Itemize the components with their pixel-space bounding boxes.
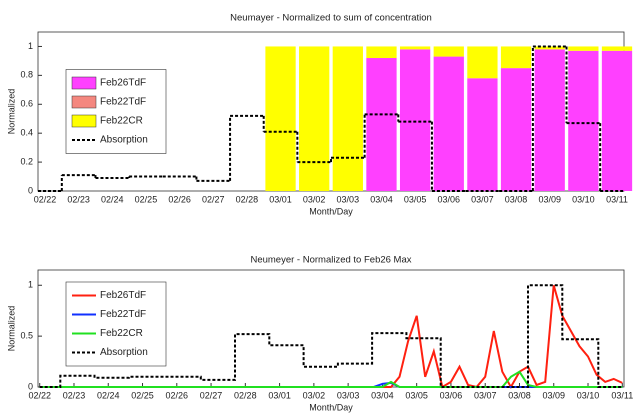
x-tick-label: 02/23 [63, 390, 86, 400]
x-tick-label: 02/26 [166, 390, 189, 400]
x-tick-label: 03/01 [269, 194, 292, 204]
x-tick-label: 03/11 [611, 390, 633, 400]
x-tick-label: 03/07 [474, 390, 497, 400]
bar-segment [332, 46, 363, 191]
x-tick-label: 03/10 [572, 194, 595, 204]
y-tick-label: 0 [28, 381, 33, 391]
bar-segment [399, 49, 431, 191]
x-tick-label: 03/06 [437, 194, 460, 204]
x-tick-label: 03/06 [440, 390, 463, 400]
x-tick-label: 03/05 [405, 390, 428, 400]
bar-segment [500, 46, 532, 69]
x-tick-label: 02/24 [101, 194, 124, 204]
x-tick-label: 02/24 [97, 390, 120, 400]
chart-title: Neumayer - Normalized to sum of concentr… [230, 13, 432, 24]
y-axis-label: Normalized [6, 89, 16, 135]
legend-label: Feb26TdF [100, 78, 146, 89]
data-line [39, 284, 623, 388]
legend-label: Feb22TdF [100, 309, 146, 320]
x-tick-label: 03/05 [404, 194, 427, 204]
x-tick-label: 02/26 [168, 194, 191, 204]
bar-segment [534, 46, 565, 50]
x-tick-label: 03/04 [370, 194, 393, 204]
x-tick-label: 03/09 [538, 194, 561, 204]
x-tick-label: 03/02 [303, 390, 326, 400]
y-tick-label: 1 [28, 280, 33, 290]
x-tick-label: 02/23 [67, 194, 90, 204]
y-tick-label: 0.2 [20, 156, 33, 166]
x-tick-label: 02/28 [234, 390, 257, 400]
x-tick-label: 03/11 [606, 194, 628, 204]
bar-segment [601, 46, 633, 51]
y-tick-label: 0.6 [20, 99, 33, 109]
x-tick-label: 02/25 [131, 390, 154, 400]
bar-segment [534, 49, 565, 191]
bar-segment [467, 78, 498, 191]
legend-label: Absorption [100, 347, 148, 358]
legend-label: Feb22CR [100, 116, 143, 127]
x-tick-label: 03/08 [508, 390, 531, 400]
bar-segment [265, 46, 296, 191]
chart-title: Neumeyer - Normalized to Feb26 Max [250, 255, 411, 266]
x-tick-label: 02/22 [28, 390, 51, 400]
x-tick-label: 03/09 [542, 390, 565, 400]
x-tick-label: 03/07 [471, 194, 494, 204]
legend-swatch [71, 76, 97, 90]
bar-segment [433, 46, 464, 57]
bar-segment [568, 50, 599, 191]
y-tick-label: 1 [28, 41, 33, 51]
bar-segment [433, 56, 464, 192]
x-tick-label: 03/10 [577, 390, 600, 400]
y-axis-label: Normalized [6, 306, 16, 352]
x-tick-label: 03/04 [371, 390, 394, 400]
x-tick-label: 03/08 [505, 194, 528, 204]
x-tick-label: 03/03 [337, 194, 360, 204]
x-tick-label: 02/25 [135, 194, 158, 204]
bar-segment [568, 46, 599, 51]
y-tick-label: 0.5 [20, 331, 33, 341]
legend-label: Feb26TdF [100, 290, 146, 301]
bar-segment [601, 50, 633, 191]
y-tick-label: 0.8 [20, 70, 33, 80]
bar-segment [366, 46, 397, 59]
bar-segment [299, 46, 330, 191]
legend-swatch [71, 114, 97, 128]
x-tick-label: 02/27 [200, 390, 223, 400]
x-tick-label: 03/01 [268, 390, 291, 400]
y-tick-label: 0 [28, 185, 33, 195]
legend-label: Absorption [100, 135, 148, 146]
legend-label: Feb22TdF [100, 97, 146, 108]
bar-segment [467, 46, 498, 79]
legend-swatch [71, 95, 97, 109]
y-tick-label: 0.4 [20, 128, 33, 138]
x-tick-label: 02/27 [202, 194, 225, 204]
x-tick-label: 03/02 [303, 194, 326, 204]
legend-label: Feb22CR [100, 328, 143, 339]
bar-segment [399, 46, 431, 50]
x-tick-label: 02/22 [34, 194, 57, 204]
bar-segment [366, 58, 397, 191]
bar-segment [500, 68, 532, 191]
x-axis-label: Month/Day [309, 402, 353, 412]
x-tick-label: 02/28 [236, 194, 259, 204]
x-tick-label: 03/03 [337, 390, 360, 400]
x-axis-label: Month/Day [309, 206, 353, 216]
